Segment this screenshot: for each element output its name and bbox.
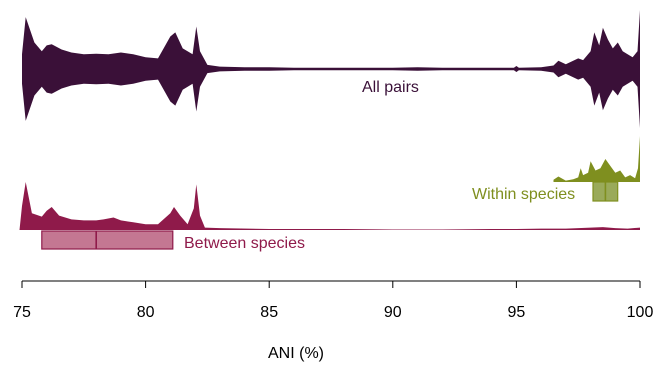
x-tick-label-95: 95 <box>508 304 526 321</box>
box-plots <box>41 181 619 250</box>
x-tick-label-80: 80 <box>137 304 155 321</box>
all-pairs-violin-shape <box>22 10 640 128</box>
x-tick-label-90: 90 <box>384 304 402 321</box>
between-species-box <box>41 230 174 250</box>
between-species-density <box>19 182 640 230</box>
all-pairs-label: All pairs <box>362 79 419 96</box>
x-tick-label-85: 85 <box>260 304 278 321</box>
within-species-area <box>553 136 640 182</box>
x-tick-label-100: 100 <box>627 304 654 321</box>
between-species-label: Between species <box>184 235 305 252</box>
within-species-label: Within species <box>472 186 575 203</box>
between-species-area <box>19 182 640 230</box>
all-pairs-violin <box>22 10 640 128</box>
x-axis: 75 80 85 90 95 100 <box>13 280 654 321</box>
x-axis-label: ANI (%) <box>268 345 324 362</box>
within-species-density <box>553 136 640 182</box>
x-tick-label-75: 75 <box>13 304 31 321</box>
